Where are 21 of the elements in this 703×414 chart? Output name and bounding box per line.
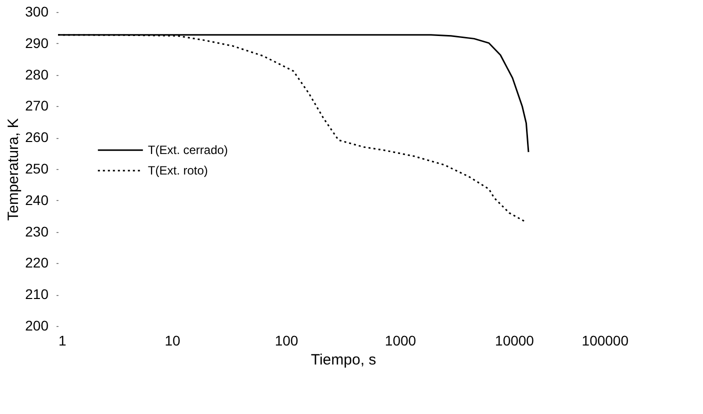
y-tick-label: 290 [25, 34, 49, 51]
x-axis-title: Tiempo, s [310, 352, 376, 368]
x-tick-label: 100 [274, 332, 298, 348]
x-tick-label: 1 [58, 332, 66, 348]
x-tick-label: 10000 [495, 332, 534, 348]
x-tick-label: 1000 [384, 332, 416, 348]
y-tick-label: 270 [25, 98, 49, 114]
y-tick-label: 280 [25, 66, 49, 82]
y-tick-label: 240 [25, 192, 49, 208]
x-tick-label: 10 [164, 332, 180, 348]
x-tick-label: 100000 [582, 332, 629, 348]
legend-label: T(Ext. cerrado) [148, 143, 228, 158]
y-tick-label: 300 [25, 4, 49, 20]
y-tick-label: 210 [25, 286, 49, 302]
y-tick-label: 200 [25, 318, 49, 334]
y-axis-title: Temperatura, K [5, 118, 22, 221]
y-tick-label: 260 [25, 129, 49, 146]
y-tick-label: 230 [25, 223, 49, 240]
legend-label: T(Ext. roto) [148, 164, 208, 178]
y-tick-label: 220 [25, 254, 49, 271]
y-tick-label: 250 [25, 160, 49, 176]
